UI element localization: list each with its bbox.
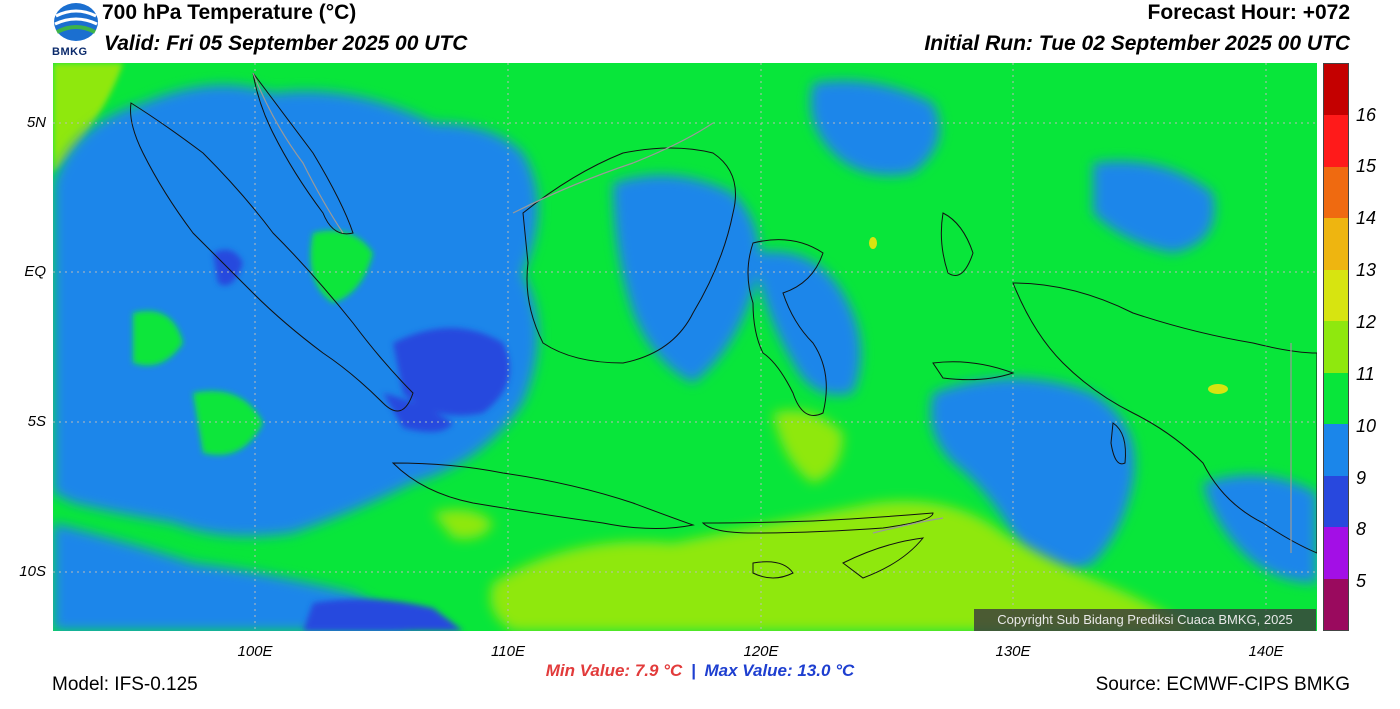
min-max-values: Min Value: 7.9 °C | Max Value: 13.0 °C [0, 661, 1400, 681]
field-9-sumatra [393, 328, 510, 416]
field-11-inner1 [310, 230, 373, 303]
map-canvas [53, 63, 1318, 631]
valid-time: Valid: Fri 05 September 2025 00 UTC [104, 32, 468, 55]
field-13-spot2 [869, 237, 877, 249]
field-10-ne [1093, 161, 1215, 253]
legend-label-10: 10 [1356, 416, 1377, 436]
copyright-notice: Copyright Sub Bidang Prediksi Cuaca BMKG… [974, 609, 1316, 631]
field-10-north [810, 80, 940, 176]
max-value: Max Value: 13.0 °C [704, 661, 855, 680]
field-12-sulawesi-sea [773, 410, 843, 483]
field-9-south [303, 599, 463, 631]
initial-run: Initial Run: Tue 02 September 2025 00 UT… [924, 32, 1350, 55]
legend-label-12: 12 [1356, 312, 1377, 332]
legend-label-8: 8 [1356, 519, 1367, 539]
field-12-topleft [53, 63, 123, 173]
min-max-separator: | [690, 661, 696, 680]
min-value: Min Value: 7.9 °C [545, 661, 683, 680]
map-title: 700 hPa Temperature (°C) [102, 1, 357, 24]
forecast-hour: Forecast Hour: +072 [1147, 1, 1351, 24]
field-10-papua [930, 378, 1135, 571]
color-bar-segment [1324, 321, 1348, 374]
color-bar-segment [1324, 475, 1348, 528]
temperature-map [53, 63, 1318, 631]
coastlines [130, 72, 1318, 579]
lon-label-100e: 100E [237, 643, 273, 660]
color-bar-segment [1324, 424, 1348, 477]
lon-label-130e: 130E [995, 643, 1031, 660]
field-9-java-sea [383, 393, 453, 432]
lon-label-110e: 110E [491, 643, 525, 660]
legend-label-5: 5 [1356, 571, 1367, 591]
color-bar-segment [1324, 269, 1348, 322]
color-bar-segment [1324, 372, 1348, 425]
field-12-south [490, 501, 1193, 631]
source-label: Source: ECMWF-CIPS BMKG [1095, 674, 1350, 695]
lat-label-10s: 10S [19, 563, 46, 580]
color-bar-segment [1324, 115, 1348, 168]
color-bar-segment [1324, 218, 1348, 271]
country-borders [252, 72, 1292, 553]
color-bar [1323, 63, 1349, 631]
legend-label-13: 13 [1356, 260, 1377, 280]
model-label: Model: IFS-0.125 [52, 674, 198, 695]
lat-label-5n: 5N [26, 114, 46, 131]
color-bar-segment [1324, 527, 1348, 580]
color-bar-segment [1324, 64, 1348, 116]
field-10-borneo [613, 175, 760, 383]
field-10-sulawesi [753, 251, 861, 395]
legend-label-11: 11 [1356, 364, 1375, 384]
lon-label-140e: 140E [1248, 643, 1284, 660]
legend-label-14: 14 [1356, 208, 1377, 228]
lat-label-5s: 5S [27, 413, 46, 430]
field-11-inner3 [193, 391, 263, 455]
lat-label-eq: EQ [24, 263, 46, 280]
lon-label-120e: 120E [743, 643, 779, 660]
legend-label-16: 16 [1356, 105, 1377, 125]
bmkg-logo-text: BMKG [52, 46, 88, 58]
color-bar-segment [1324, 166, 1348, 219]
graticule [53, 63, 1317, 631]
legend-label-9: 9 [1356, 468, 1367, 488]
color-bar-segment [1324, 578, 1348, 631]
bmkg-logo-icon [52, 2, 100, 60]
legend-label-15: 15 [1356, 156, 1377, 176]
field-13-spot [1208, 384, 1228, 394]
field-11-inner2 [133, 311, 183, 366]
field-12-sw [433, 509, 493, 539]
